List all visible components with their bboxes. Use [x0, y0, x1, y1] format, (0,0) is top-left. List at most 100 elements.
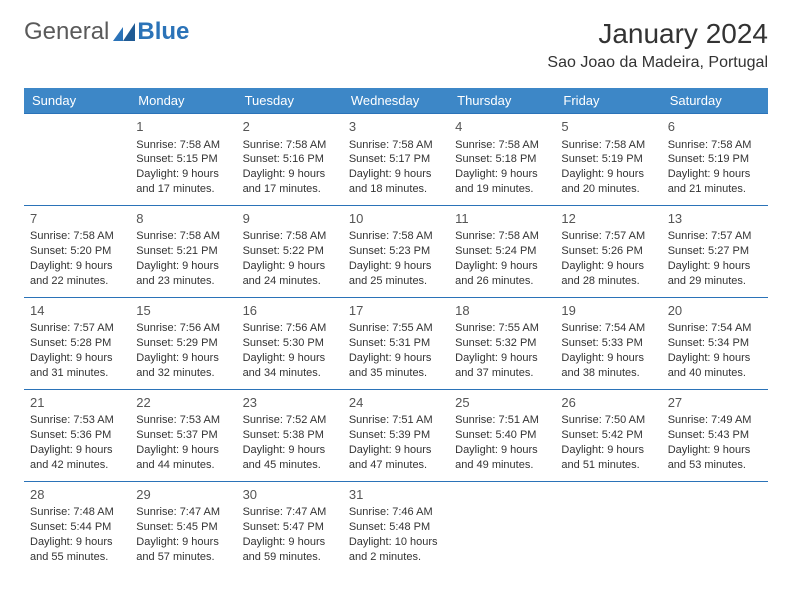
- calendar-row: 1Sunrise: 7:58 AMSunset: 5:15 PMDaylight…: [24, 114, 768, 206]
- calendar-cell: 19Sunrise: 7:54 AMSunset: 5:33 PMDayligh…: [555, 297, 661, 389]
- daylight-text: and 49 minutes.: [455, 458, 549, 473]
- sunset-text: Sunset: 5:29 PM: [136, 336, 230, 351]
- daylight-text: Daylight: 9 hours: [136, 535, 230, 550]
- sunset-text: Sunset: 5:27 PM: [668, 244, 762, 259]
- calendar-cell: 24Sunrise: 7:51 AMSunset: 5:39 PMDayligh…: [343, 389, 449, 481]
- sunset-text: Sunset: 5:48 PM: [349, 520, 443, 535]
- daylight-text: Daylight: 9 hours: [136, 351, 230, 366]
- sunrise-text: Sunrise: 7:46 AM: [349, 505, 443, 520]
- daylight-text: Daylight: 9 hours: [561, 351, 655, 366]
- calendar-cell: 2Sunrise: 7:58 AMSunset: 5:16 PMDaylight…: [237, 114, 343, 206]
- calendar-cell: 11Sunrise: 7:58 AMSunset: 5:24 PMDayligh…: [449, 205, 555, 297]
- weekday-header: Wednesday: [343, 88, 449, 114]
- calendar-cell: 26Sunrise: 7:50 AMSunset: 5:42 PMDayligh…: [555, 389, 661, 481]
- daylight-text: Daylight: 9 hours: [668, 443, 762, 458]
- day-number: 30: [243, 486, 337, 504]
- calendar-row: 21Sunrise: 7:53 AMSunset: 5:36 PMDayligh…: [24, 389, 768, 481]
- daylight-text: Daylight: 9 hours: [30, 535, 124, 550]
- calendar-cell: 20Sunrise: 7:54 AMSunset: 5:34 PMDayligh…: [662, 297, 768, 389]
- sunset-text: Sunset: 5:34 PM: [668, 336, 762, 351]
- day-number: 19: [561, 302, 655, 320]
- calendar-cell: 12Sunrise: 7:57 AMSunset: 5:26 PMDayligh…: [555, 205, 661, 297]
- daylight-text: and 53 minutes.: [668, 458, 762, 473]
- day-number: 26: [561, 394, 655, 412]
- day-number: 27: [668, 394, 762, 412]
- logo: General Blue: [24, 18, 189, 46]
- daylight-text: and 29 minutes.: [668, 274, 762, 289]
- daylight-text: Daylight: 9 hours: [668, 167, 762, 182]
- sunset-text: Sunset: 5:19 PM: [668, 152, 762, 167]
- calendar-cell: 7Sunrise: 7:58 AMSunset: 5:20 PMDaylight…: [24, 205, 130, 297]
- calendar-cell: 25Sunrise: 7:51 AMSunset: 5:40 PMDayligh…: [449, 389, 555, 481]
- calendar-cell: 16Sunrise: 7:56 AMSunset: 5:30 PMDayligh…: [237, 297, 343, 389]
- daylight-text: Daylight: 9 hours: [561, 443, 655, 458]
- calendar-cell: 15Sunrise: 7:56 AMSunset: 5:29 PMDayligh…: [130, 297, 236, 389]
- sunset-text: Sunset: 5:45 PM: [136, 520, 230, 535]
- calendar-cell: 31Sunrise: 7:46 AMSunset: 5:48 PMDayligh…: [343, 481, 449, 572]
- calendar-cell: 5Sunrise: 7:58 AMSunset: 5:19 PMDaylight…: [555, 114, 661, 206]
- day-number: 11: [455, 210, 549, 228]
- sunset-text: Sunset: 5:40 PM: [455, 428, 549, 443]
- daylight-text: Daylight: 9 hours: [668, 259, 762, 274]
- daylight-text: and 57 minutes.: [136, 550, 230, 565]
- sunrise-text: Sunrise: 7:48 AM: [30, 505, 124, 520]
- daylight-text: Daylight: 9 hours: [561, 259, 655, 274]
- sunset-text: Sunset: 5:39 PM: [349, 428, 443, 443]
- sunrise-text: Sunrise: 7:55 AM: [455, 321, 549, 336]
- sunrise-text: Sunrise: 7:58 AM: [243, 229, 337, 244]
- daylight-text: Daylight: 9 hours: [455, 259, 549, 274]
- calendar-cell: 27Sunrise: 7:49 AMSunset: 5:43 PMDayligh…: [662, 389, 768, 481]
- sunset-text: Sunset: 5:44 PM: [30, 520, 124, 535]
- sunset-text: Sunset: 5:33 PM: [561, 336, 655, 351]
- weekday-header: Sunday: [24, 88, 130, 114]
- calendar-cell: [662, 481, 768, 572]
- daylight-text: and 55 minutes.: [30, 550, 124, 565]
- day-number: 4: [455, 118, 549, 136]
- calendar-cell: 4Sunrise: 7:58 AMSunset: 5:18 PMDaylight…: [449, 114, 555, 206]
- calendar-cell: 28Sunrise: 7:48 AMSunset: 5:44 PMDayligh…: [24, 481, 130, 572]
- daylight-text: and 21 minutes.: [668, 182, 762, 197]
- sunrise-text: Sunrise: 7:58 AM: [136, 138, 230, 153]
- sunrise-text: Sunrise: 7:54 AM: [561, 321, 655, 336]
- day-number: 6: [668, 118, 762, 136]
- day-number: 25: [455, 394, 549, 412]
- calendar-cell: 17Sunrise: 7:55 AMSunset: 5:31 PMDayligh…: [343, 297, 449, 389]
- sunrise-text: Sunrise: 7:58 AM: [561, 138, 655, 153]
- daylight-text: and 28 minutes.: [561, 274, 655, 289]
- sunset-text: Sunset: 5:22 PM: [243, 244, 337, 259]
- day-number: 21: [30, 394, 124, 412]
- sunrise-text: Sunrise: 7:56 AM: [136, 321, 230, 336]
- sunrise-text: Sunrise: 7:51 AM: [349, 413, 443, 428]
- sunset-text: Sunset: 5:32 PM: [455, 336, 549, 351]
- weekday-header: Thursday: [449, 88, 555, 114]
- sunset-text: Sunset: 5:36 PM: [30, 428, 124, 443]
- daylight-text: Daylight: 9 hours: [349, 259, 443, 274]
- calendar-row: 7Sunrise: 7:58 AMSunset: 5:20 PMDaylight…: [24, 205, 768, 297]
- header: General Blue January 2024 Sao Joao da Ma…: [24, 18, 768, 72]
- daylight-text: and 23 minutes.: [136, 274, 230, 289]
- daylight-text: Daylight: 9 hours: [561, 167, 655, 182]
- calendar-cell: 29Sunrise: 7:47 AMSunset: 5:45 PMDayligh…: [130, 481, 236, 572]
- sunrise-text: Sunrise: 7:49 AM: [668, 413, 762, 428]
- day-number: 3: [349, 118, 443, 136]
- daylight-text: and 20 minutes.: [561, 182, 655, 197]
- sunset-text: Sunset: 5:42 PM: [561, 428, 655, 443]
- sunrise-text: Sunrise: 7:47 AM: [136, 505, 230, 520]
- daylight-text: Daylight: 9 hours: [30, 351, 124, 366]
- day-number: 9: [243, 210, 337, 228]
- daylight-text: and 44 minutes.: [136, 458, 230, 473]
- daylight-text: Daylight: 9 hours: [349, 351, 443, 366]
- day-number: 22: [136, 394, 230, 412]
- sunset-text: Sunset: 5:37 PM: [136, 428, 230, 443]
- daylight-text: Daylight: 9 hours: [349, 167, 443, 182]
- calendar-cell: 30Sunrise: 7:47 AMSunset: 5:47 PMDayligh…: [237, 481, 343, 572]
- weekday-header-row: Sunday Monday Tuesday Wednesday Thursday…: [24, 88, 768, 114]
- daylight-text: and 19 minutes.: [455, 182, 549, 197]
- daylight-text: and 22 minutes.: [30, 274, 124, 289]
- sunrise-text: Sunrise: 7:57 AM: [30, 321, 124, 336]
- sunrise-text: Sunrise: 7:56 AM: [243, 321, 337, 336]
- sunset-text: Sunset: 5:19 PM: [561, 152, 655, 167]
- calendar-cell: [24, 114, 130, 206]
- daylight-text: Daylight: 9 hours: [136, 443, 230, 458]
- sunrise-text: Sunrise: 7:58 AM: [30, 229, 124, 244]
